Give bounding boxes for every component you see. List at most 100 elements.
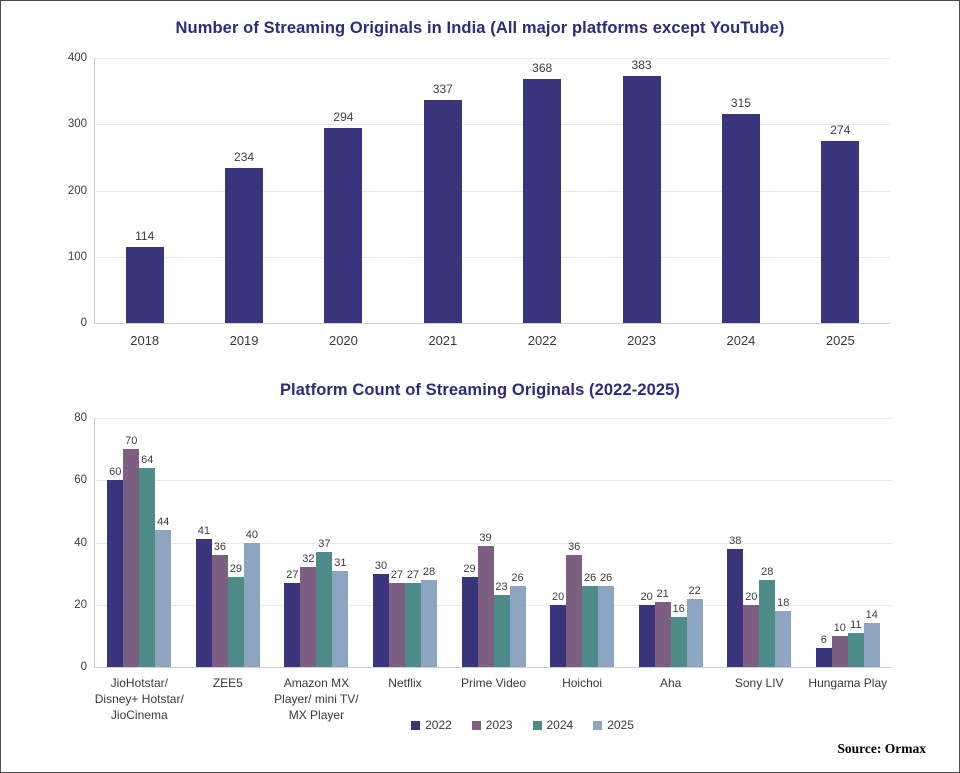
y-tick-label-300: 300 <box>67 118 87 131</box>
bar-column-2022: 20 <box>638 418 655 667</box>
x-axis-label: Sony LIV <box>734 676 784 690</box>
bar-group-6: 383 2023 <box>592 58 691 348</box>
bar-group-2: 234 2019 <box>194 58 293 348</box>
bar-group-row: 6 10 11 14 <box>815 418 880 667</box>
bar-value-label: 36 <box>567 540 581 553</box>
bar-2025 <box>155 530 172 667</box>
bar-2023 <box>123 449 140 667</box>
bar-column-2024: 11 <box>847 418 864 667</box>
legend-swatch-2025 <box>593 720 603 730</box>
x-axis-label: Netflix <box>388 676 422 690</box>
legend-label-2023: 2023 <box>485 718 513 732</box>
bar-group-6: 20 36 26 26 Hoichoi <box>538 418 627 690</box>
bar <box>721 114 760 323</box>
bar-value-label: 39 <box>479 531 492 544</box>
y-tick-label-100: 100 <box>67 250 87 263</box>
bar-column-2024: 37 <box>316 418 333 667</box>
bar-column-2024: 28 <box>759 418 776 667</box>
x-axis-label: Hungama Play <box>808 676 888 690</box>
bar-column-2025: 22 <box>686 418 703 667</box>
y-tick-label-200: 200 <box>67 184 87 197</box>
bar-group-8: 38 20 28 18 Sony LIV <box>715 418 804 690</box>
bar-column-2024: 16 <box>670 418 687 667</box>
bar-2023 <box>566 554 583 667</box>
bar-value-label: 26 <box>599 572 613 585</box>
bar-group-8: 274 2025 <box>791 58 890 348</box>
chart2-legend: 2022 2023 2024 2025 <box>124 718 921 732</box>
gridline-200 <box>95 190 890 192</box>
bar-column-2024: 26 <box>582 418 599 667</box>
legend-label-2025: 2025 <box>607 718 634 732</box>
bar-column-2022: 29 <box>461 418 478 667</box>
bar-group-5: 368 2022 <box>493 58 592 348</box>
x-axis-label: Aha <box>659 676 682 690</box>
bar-column-2025: 14 <box>863 418 880 667</box>
x-axis-label: 2020 <box>328 333 358 348</box>
x-axis-label: 2023 <box>627 333 657 348</box>
bar-column-2025: 26 <box>509 418 526 667</box>
y-tick-label-20: 20 <box>74 598 87 611</box>
bar-value-label: 32 <box>302 553 315 566</box>
bar-value-label: 31 <box>334 556 347 569</box>
bar-value-label: 70 <box>125 435 138 448</box>
legend-item-2025: 2025 <box>593 718 634 732</box>
bar-column-2022: 6 <box>815 418 832 667</box>
bar-group-3: 294 2020 <box>294 58 393 348</box>
bar-column-2024: 23 <box>493 418 510 667</box>
bar-value-label: 114 <box>135 229 155 244</box>
bar-group-row: 20 21 16 22 <box>638 418 703 667</box>
bars-container: 60 70 64 44 JioHotstar/ Disney+ Hotstar/ Jio… <box>95 418 892 722</box>
bar-2025 <box>332 570 349 667</box>
legend-swatch-2024 <box>532 720 542 730</box>
bar-value-label: 16 <box>672 603 685 616</box>
x-axis-label: Amazon MX Player/ mini TV/ MX Player <box>274 676 359 723</box>
bar-group-4: 337 2021 <box>393 58 492 348</box>
legend-item-2023: 2023 <box>471 718 513 732</box>
bar-value-label: 64 <box>141 453 154 466</box>
bar-value-label: 38 <box>729 534 742 547</box>
bar-value-label: 27 <box>286 568 299 581</box>
y-tick-label-400: 400 <box>67 52 87 64</box>
bar-group-row: 38 20 28 18 <box>727 418 792 667</box>
bar-2025 <box>509 586 526 667</box>
y-tick-label-0: 0 <box>80 317 87 329</box>
bar-2025 <box>775 610 792 667</box>
bar-value-label: 383 <box>631 58 652 72</box>
legend-swatch-2022 <box>411 720 421 730</box>
bar-value-label: 274 <box>830 123 851 138</box>
bar-value-label: 41 <box>197 525 210 538</box>
bar-2024 <box>582 586 599 667</box>
bar-column-2025: 44 <box>155 418 172 667</box>
bar-column-2023: 39 <box>477 418 494 667</box>
bar-2025 <box>686 598 703 667</box>
y-tick-label-0: 0 <box>80 661 87 673</box>
legend-item-2024: 2024 <box>532 718 573 732</box>
bar-column-2024: 27 <box>404 418 421 667</box>
bar-2022 <box>550 604 567 667</box>
bar-column-2023: 36 <box>211 418 228 667</box>
bar-value-label: 368 <box>532 61 553 76</box>
legend-item-2022: 2022 <box>411 718 452 732</box>
bar-column-2023: 32 <box>300 418 317 667</box>
bar-value-label: 28 <box>422 565 436 578</box>
bar-2024 <box>139 467 156 667</box>
x-axis-label: 2019 <box>229 333 259 348</box>
bar <box>324 128 363 323</box>
chart1-plot-area: 0 100 200 300 400 114 2018 234 2019 294 2020 337 202… <box>68 52 890 348</box>
bar-value-label: 11 <box>850 618 862 631</box>
bar-group-1: 60 70 64 44 JioHotstar/ Disney+ Hotstar/ Jio… <box>95 418 184 722</box>
bar-group-5: 29 39 23 26 Prime Video <box>449 418 538 690</box>
x-axis-label: 2025 <box>825 333 855 348</box>
bar-column-2025: 31 <box>332 418 349 667</box>
bar-2024 <box>759 579 776 667</box>
bar-value-label: 20 <box>640 590 653 603</box>
bar-2022 <box>107 480 124 667</box>
bar-group-row: 30 27 27 28 <box>372 418 437 667</box>
bar-value-label: 10 <box>833 621 846 634</box>
bar-2023 <box>831 635 848 667</box>
bar-column-2023: 20 <box>743 418 760 667</box>
bar-value-label: 26 <box>583 572 597 585</box>
chart1-title: Number of Streaming Originals in India (… <box>175 19 785 37</box>
bar-value-label: 44 <box>157 516 170 529</box>
